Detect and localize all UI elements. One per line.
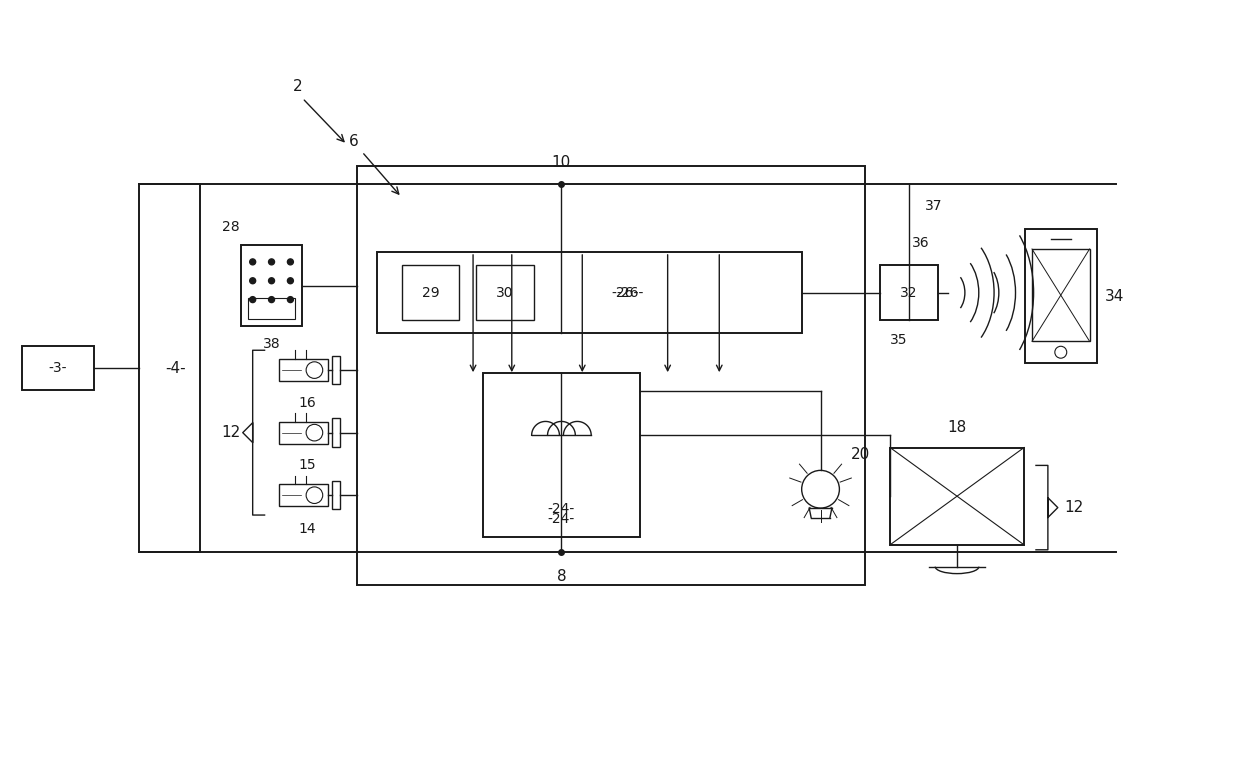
Text: 34: 34 (1105, 289, 1125, 303)
Bar (241, 245, 303, 326)
Text: 35: 35 (890, 333, 908, 347)
Text: 16: 16 (299, 396, 316, 410)
Text: -24-: -24- (548, 512, 575, 526)
Text: 37: 37 (925, 199, 942, 214)
Text: 15: 15 (299, 458, 316, 472)
Text: 12: 12 (1064, 500, 1084, 515)
Bar (357, 166, 866, 584)
Text: 36: 36 (911, 236, 930, 250)
Bar (880, 265, 937, 320)
Text: -24-: -24- (548, 502, 575, 516)
Circle shape (288, 296, 294, 303)
Text: -26-: -26- (616, 286, 644, 300)
Text: 2: 2 (293, 78, 303, 94)
Text: 6: 6 (350, 134, 358, 149)
Bar (332, 419, 340, 447)
Bar (377, 252, 802, 333)
Text: -3-: -3- (48, 361, 67, 375)
Bar (332, 481, 340, 509)
Circle shape (249, 278, 255, 283)
Circle shape (288, 278, 294, 283)
Bar (890, 448, 1024, 545)
Bar (332, 356, 340, 384)
Bar (476, 265, 533, 320)
Bar (279, 485, 327, 506)
Circle shape (249, 259, 255, 265)
Text: 18: 18 (947, 420, 967, 435)
Text: 38: 38 (263, 337, 280, 351)
Text: 14: 14 (299, 522, 316, 536)
Bar (248, 298, 295, 319)
Circle shape (288, 259, 294, 265)
Text: 10: 10 (552, 155, 572, 170)
Circle shape (249, 296, 255, 303)
Text: 20: 20 (851, 447, 870, 462)
Bar (139, 184, 200, 551)
Bar (402, 265, 459, 320)
Bar (279, 422, 327, 444)
Text: 28: 28 (222, 220, 239, 234)
Circle shape (269, 278, 274, 283)
Text: 8: 8 (557, 569, 567, 584)
Circle shape (269, 296, 274, 303)
Text: 30: 30 (496, 286, 513, 300)
Text: 12: 12 (221, 425, 241, 440)
Bar (484, 373, 640, 537)
Bar (1032, 249, 1090, 341)
Bar (22, 346, 94, 390)
Bar (1025, 229, 1096, 363)
Circle shape (269, 259, 274, 265)
Text: -26-: -26- (611, 286, 639, 300)
Text: 32: 32 (900, 286, 918, 300)
Text: -4-: -4- (165, 361, 186, 376)
Text: 29: 29 (422, 286, 439, 300)
Bar (279, 359, 327, 381)
